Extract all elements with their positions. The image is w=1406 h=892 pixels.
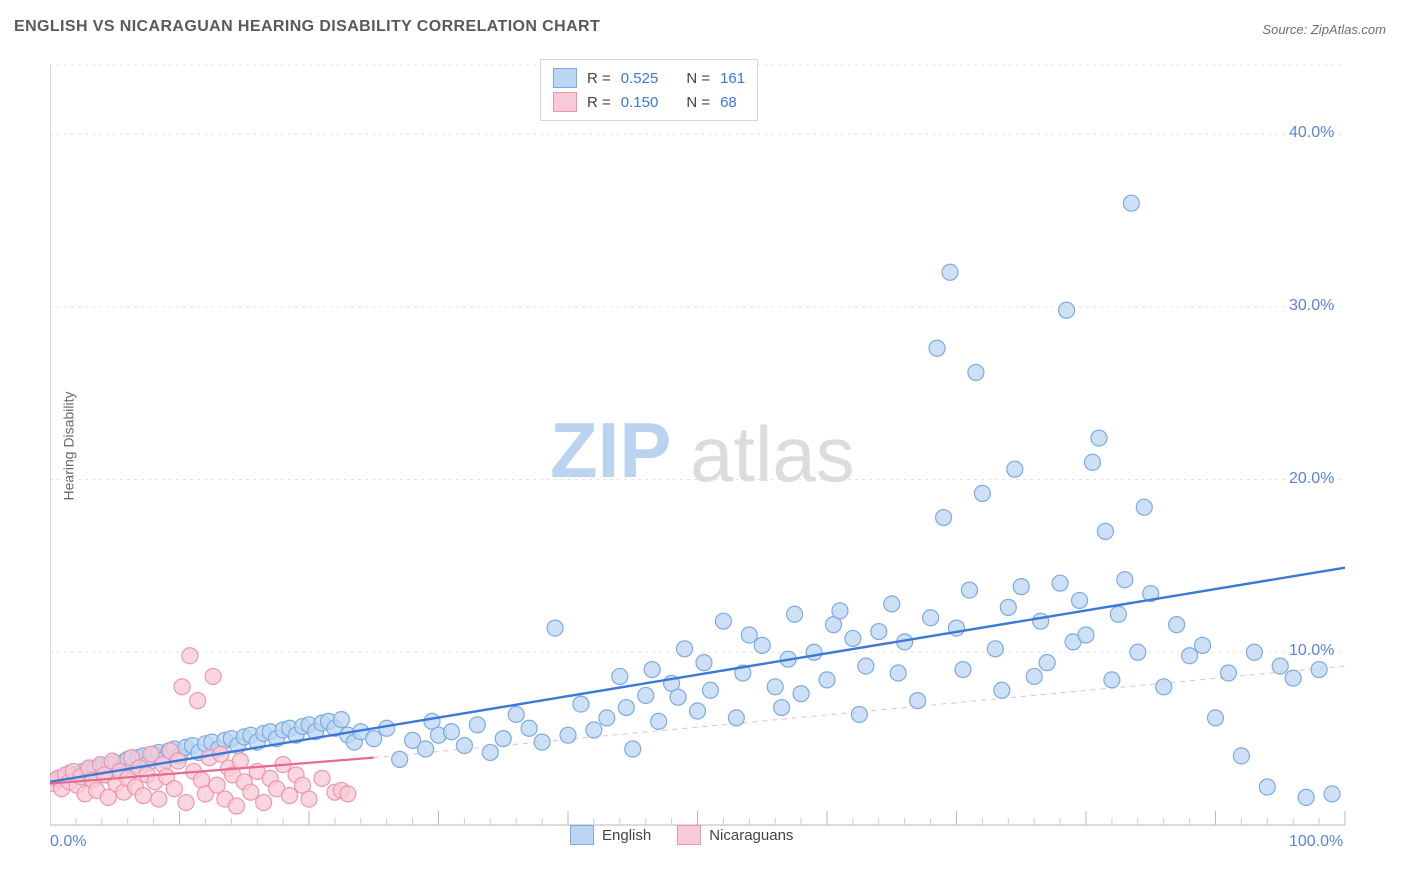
- y-tick-label: 40.0%: [1289, 124, 1334, 142]
- legend-item-english: English: [570, 825, 651, 845]
- swatch-english: [553, 68, 577, 88]
- plot-area: ZIP atlas R = 0.525 N = 161 R = 0.150 N …: [50, 55, 1350, 845]
- correlation-legend: R = 0.525 N = 161 R = 0.150 N = 68: [540, 59, 758, 121]
- source-value: ZipAtlas.com: [1311, 22, 1386, 37]
- r-value-nicaraguans: 0.150: [621, 94, 659, 111]
- source-label: Source:: [1262, 22, 1307, 37]
- chart-title: ENGLISH VS NICARAGUAN HEARING DISABILITY…: [14, 18, 600, 36]
- n-value-english: 161: [720, 70, 745, 87]
- series-legend: English Nicaraguans: [570, 825, 793, 845]
- legend-label-nicaraguans: Nicaraguans: [709, 827, 793, 844]
- n-label-nicaraguans: N =: [686, 94, 710, 111]
- legend-row-nicaraguans: R = 0.150 N = 68: [553, 90, 745, 114]
- swatch-nicaraguans-bottom: [677, 825, 701, 845]
- y-tick-label: 20.0%: [1289, 470, 1334, 488]
- x-axis-start-label: 0.0%: [50, 833, 86, 851]
- legend-label-english: English: [602, 827, 651, 844]
- r-value-english: 0.525: [621, 70, 659, 87]
- legend-row-english: R = 0.525 N = 161: [553, 66, 745, 90]
- n-value-nicaraguans: 68: [720, 94, 737, 111]
- r-label-nicaraguans: R =: [587, 94, 611, 111]
- x-axis-end-label: 100.0%: [1289, 833, 1343, 851]
- legend-item-nicaraguans: Nicaraguans: [677, 825, 793, 845]
- y-tick-label: 30.0%: [1289, 297, 1334, 315]
- swatch-english-bottom: [570, 825, 594, 845]
- swatch-nicaraguans: [553, 92, 577, 112]
- chart-svg: [50, 55, 1350, 845]
- r-label-english: R =: [587, 70, 611, 87]
- source-attribution: Source: ZipAtlas.com: [1262, 22, 1386, 37]
- y-tick-label: 10.0%: [1289, 642, 1334, 660]
- n-label-english: N =: [686, 70, 710, 87]
